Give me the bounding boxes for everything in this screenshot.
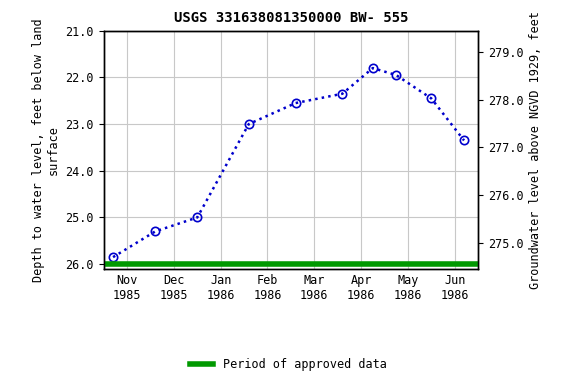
Y-axis label: Depth to water level, feet below land
surface: Depth to water level, feet below land su… bbox=[32, 18, 60, 281]
Title: USGS 331638081350000 BW- 555: USGS 331638081350000 BW- 555 bbox=[173, 12, 408, 25]
Legend: Period of approved data: Period of approved data bbox=[185, 354, 391, 376]
Y-axis label: Groundwater level above NGVD 1929, feet: Groundwater level above NGVD 1929, feet bbox=[529, 11, 542, 289]
